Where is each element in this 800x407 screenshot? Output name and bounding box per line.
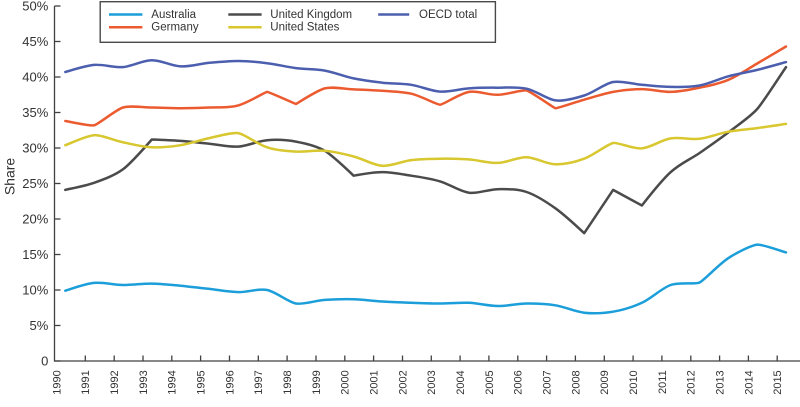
svg-text:1996: 1996	[224, 370, 236, 394]
svg-text:0: 0	[41, 354, 48, 369]
svg-text:2001: 2001	[369, 370, 381, 394]
svg-text:1998: 1998	[282, 370, 294, 394]
svg-text:15%: 15%	[22, 247, 48, 262]
svg-text:United Kingdom: United Kingdom	[270, 9, 352, 21]
svg-text:2004: 2004	[455, 370, 467, 394]
svg-text:10%: 10%	[22, 283, 48, 298]
svg-text:2007: 2007	[542, 370, 554, 394]
svg-text:OECD total: OECD total	[419, 9, 477, 21]
svg-text:United States: United States	[270, 22, 339, 34]
svg-text:2002: 2002	[397, 370, 409, 394]
svg-text:1991: 1991	[80, 370, 92, 394]
svg-text:2012: 2012	[686, 370, 698, 394]
svg-text:40%: 40%	[22, 70, 48, 85]
svg-text:35%: 35%	[22, 105, 48, 120]
svg-text:1994: 1994	[167, 370, 179, 394]
svg-text:2006: 2006	[513, 370, 525, 394]
svg-text:Germany: Germany	[151, 22, 199, 34]
svg-text:2008: 2008	[570, 370, 582, 394]
svg-text:20%: 20%	[22, 212, 48, 227]
svg-text:1995: 1995	[196, 370, 208, 394]
svg-text:Share: Share	[2, 158, 18, 196]
svg-text:2003: 2003	[426, 370, 438, 394]
svg-text:50%: 50%	[22, 0, 48, 14]
svg-text:30%: 30%	[22, 141, 48, 156]
svg-text:2015: 2015	[772, 370, 784, 394]
svg-text:5%: 5%	[30, 318, 49, 333]
svg-text:2011: 2011	[657, 370, 669, 394]
svg-text:1990: 1990	[51, 370, 63, 394]
svg-text:1993: 1993	[138, 370, 150, 394]
svg-text:2000: 2000	[340, 370, 352, 394]
svg-text:2014: 2014	[743, 370, 755, 394]
svg-text:1997: 1997	[253, 370, 265, 394]
svg-text:1999: 1999	[311, 370, 323, 394]
svg-text:1992: 1992	[109, 370, 121, 394]
svg-text:25%: 25%	[22, 176, 48, 191]
svg-text:2009: 2009	[599, 370, 611, 394]
svg-text:Australia: Australia	[151, 9, 196, 21]
svg-text:45%: 45%	[22, 34, 48, 49]
svg-text:2010: 2010	[628, 370, 640, 394]
svg-text:2005: 2005	[484, 370, 496, 394]
svg-text:2013: 2013	[715, 370, 727, 394]
